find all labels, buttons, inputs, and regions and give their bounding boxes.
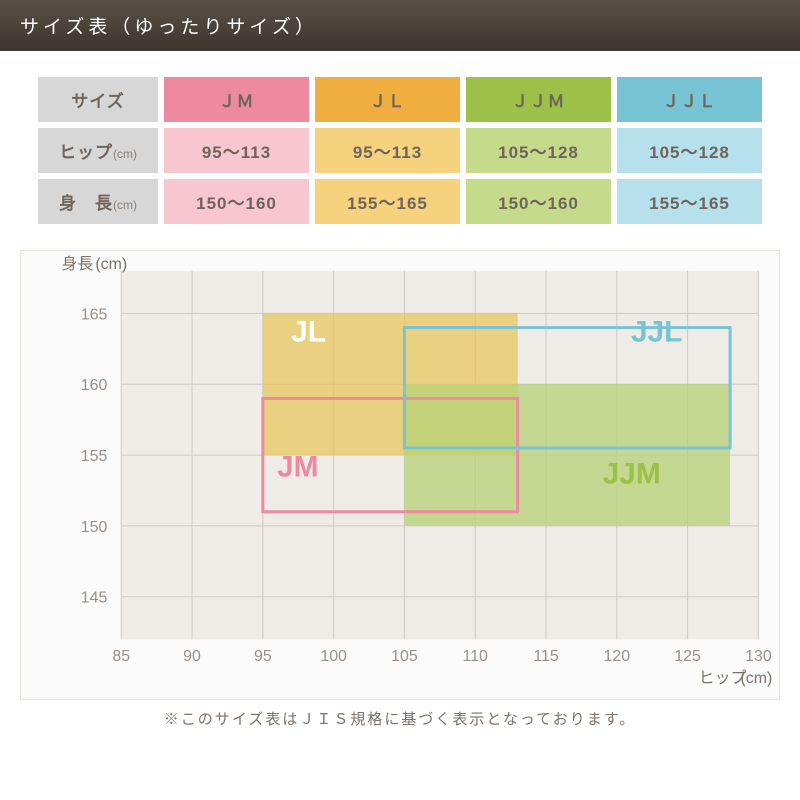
svg-text:ヒップ: ヒップ	[699, 669, 747, 687]
svg-text:105: 105	[391, 648, 418, 665]
table-row-height: 身 長(cm) 150～160 155～165 150～160 155～165	[38, 179, 762, 224]
cell-hip-jl: 95～113	[315, 128, 460, 173]
head-jjm: ＪＪＭ	[466, 77, 611, 122]
svg-text:165: 165	[81, 306, 108, 323]
svg-text:(cm): (cm)	[95, 256, 127, 273]
cell-hip-jm: 95～113	[164, 128, 309, 173]
header-title: サイズ表（ゆったりサイズ）	[20, 17, 318, 38]
rowlabel-size: サイズ	[38, 77, 158, 122]
table-row-header: サイズ ＪＭ ＪＬ ＪＪＭ ＪＪＬ	[38, 77, 762, 122]
svg-text:120: 120	[604, 648, 631, 665]
svg-text:160: 160	[81, 377, 108, 394]
cell-h-jjl: 155～165	[617, 179, 762, 224]
size-chart: 85 90 95 100 105 110 115 120 125 130 145 150 155 160 1…	[21, 251, 779, 699]
size-table-wrap: サイズ ＪＭ ＪＬ ＪＪＭ ＪＪＬ ヒップ(cm) 95～113 95～113 …	[0, 51, 800, 240]
footnote: ※このサイズ表はＪＩＳ規格に基づく表示となっております。	[0, 700, 800, 737]
svg-text:100: 100	[320, 648, 347, 665]
cell-h-jm: 150～160	[164, 179, 309, 224]
svg-text:JJM: JJM	[603, 457, 661, 490]
header-bar: サイズ表（ゆったりサイズ）	[0, 0, 800, 51]
svg-text:(cm): (cm)	[740, 670, 772, 687]
svg-text:145: 145	[81, 590, 108, 607]
svg-text:150: 150	[81, 519, 108, 536]
head-jm: ＪＭ	[164, 77, 309, 122]
rowlabel-hip: ヒップ(cm)	[38, 128, 158, 173]
svg-text:身長: 身長	[62, 255, 94, 273]
head-jjl: ＪＪＬ	[617, 77, 762, 122]
svg-text:130: 130	[745, 648, 772, 665]
svg-text:85: 85	[112, 648, 130, 665]
svg-text:JJL: JJL	[631, 316, 682, 349]
svg-text:110: 110	[463, 648, 489, 665]
size-table: サイズ ＪＭ ＪＬ ＪＪＭ ＪＪＬ ヒップ(cm) 95～113 95～113 …	[32, 71, 768, 230]
svg-text:125: 125	[674, 648, 701, 665]
svg-text:95: 95	[254, 648, 272, 665]
svg-text:90: 90	[183, 648, 201, 665]
rowlabel-height: 身 長(cm)	[38, 179, 158, 224]
svg-text:JM: JM	[277, 450, 318, 483]
svg-text:155: 155	[81, 448, 108, 465]
svg-text:JL: JL	[291, 316, 326, 349]
cell-hip-jjm: 105～128	[466, 128, 611, 173]
chart-container: 85 90 95 100 105 110 115 120 125 130 145 150 155 160 1…	[20, 250, 780, 700]
cell-hip-jjl: 105～128	[617, 128, 762, 173]
cell-h-jjm: 150～160	[466, 179, 611, 224]
table-row-hip: ヒップ(cm) 95～113 95～113 105～128 105～128	[38, 128, 762, 173]
head-jl: ＪＬ	[315, 77, 460, 122]
svg-text:115: 115	[533, 648, 559, 665]
cell-h-jl: 155～165	[315, 179, 460, 224]
